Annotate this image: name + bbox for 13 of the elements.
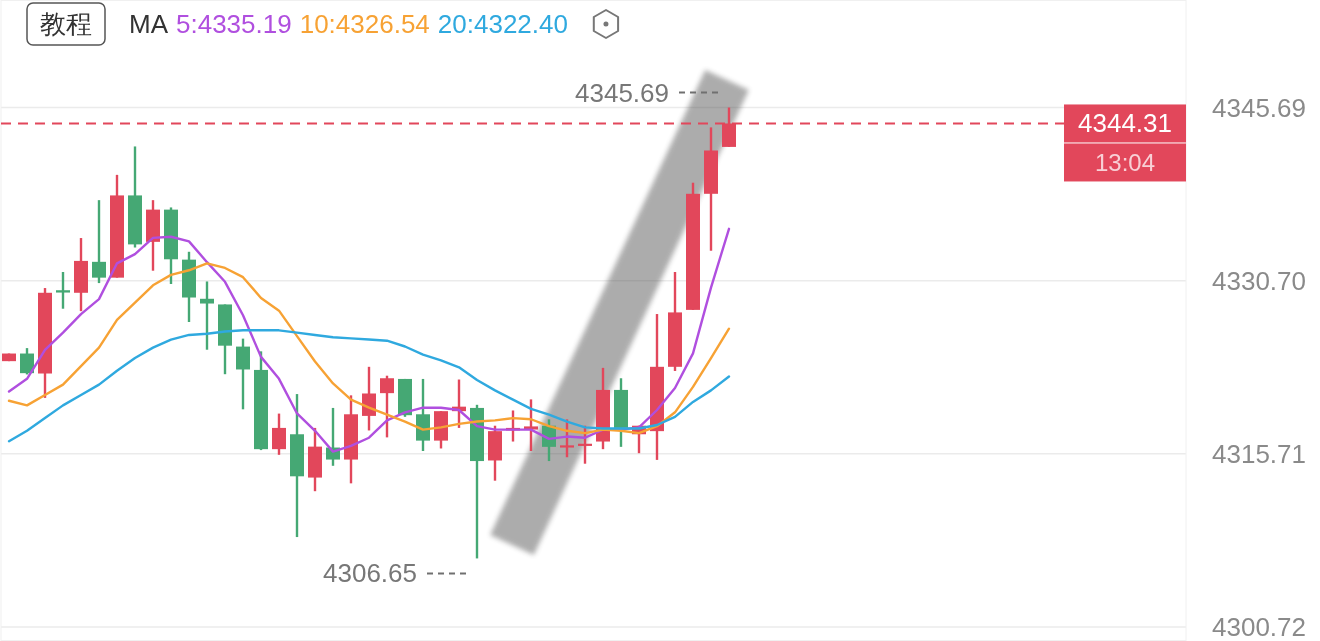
price-tag: 4344.31 [1064,104,1186,143]
y-tick-label: 4330.70 [1212,265,1306,296]
annotation: 教程 [40,9,92,39]
y-tick-label: 4315.71 [1212,438,1306,469]
legend: MA 5:4335.19 10:4326.54 20:4322.40 [129,9,568,39]
extreme-note: 4306.65 [323,558,472,589]
annotation: 4306.65 [323,558,417,589]
y-tick-label: 4300.72 [1212,611,1306,641]
countdown-tag: 13:04 [1064,143,1186,182]
button-tutorial: 教程 [26,2,106,46]
y-tick-label: 4345.69 [1212,92,1306,123]
extreme-note: 4345.69 [575,77,724,108]
annotation: 4345.69 [575,77,669,108]
